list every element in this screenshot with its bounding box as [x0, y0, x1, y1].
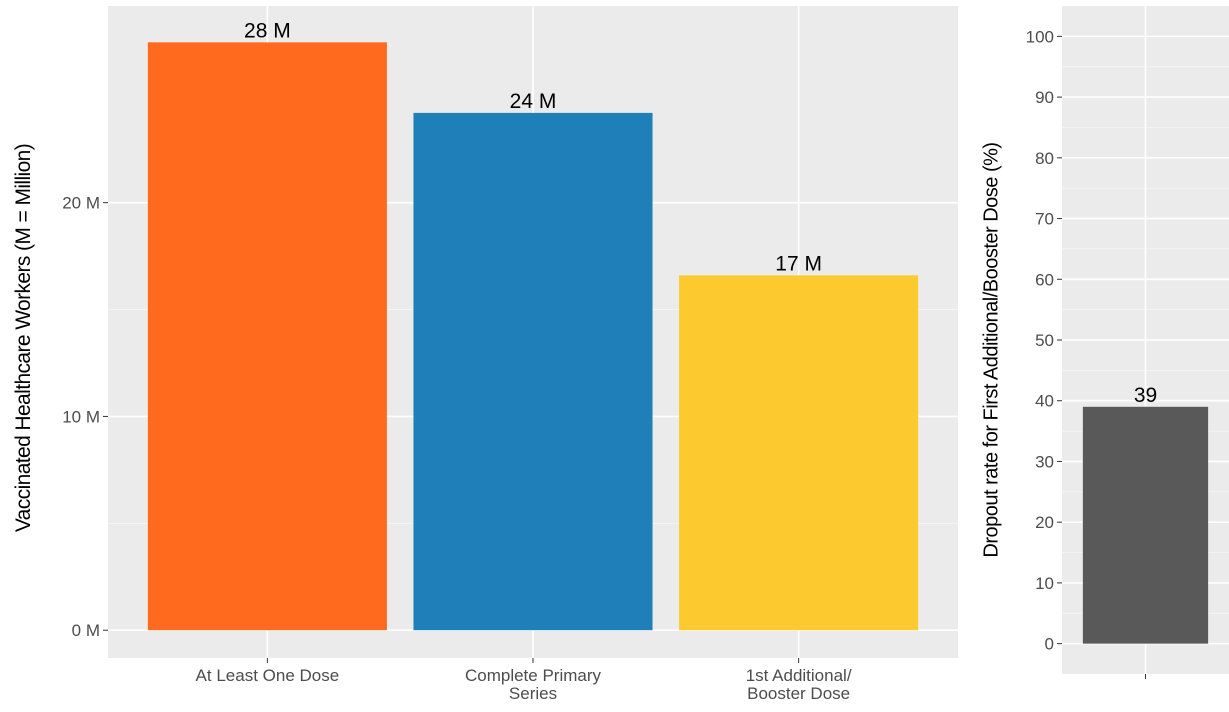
left-data-label: 24 M	[510, 90, 557, 113]
left-y-tick-label: 20 M	[62, 194, 100, 213]
right-data-label: 39	[1134, 384, 1157, 407]
right-y-tick-label: 80	[1035, 149, 1054, 168]
left-x-tick-label: Series	[509, 684, 557, 703]
right-y-tick-label: 0	[1045, 635, 1054, 654]
right-y-tick-label: 40	[1035, 392, 1054, 411]
right-y-tick-label: 70	[1035, 210, 1054, 229]
right-y-tick-label: 100	[1026, 27, 1054, 46]
right-y-tick-label: 10	[1035, 574, 1054, 593]
right-y-tick-label: 50	[1035, 331, 1054, 350]
left-y-tick-label: 10 M	[62, 407, 100, 426]
left-x-tick-label: Complete Primary	[465, 666, 602, 685]
right-y-tick-label: 90	[1035, 88, 1054, 107]
left-y-tick-label: 0 M	[72, 621, 100, 640]
left-x-tick-label: Booster Dose	[747, 684, 850, 703]
right-y-tick-label: 30	[1035, 452, 1054, 471]
right-y-tick-label: 60	[1035, 270, 1054, 289]
left-x-tick-label: At Least One Dose	[196, 666, 340, 685]
left-bar	[148, 42, 387, 630]
right-y-axis-title: Dropout rate for First Additional/Booste…	[981, 142, 1004, 557]
left-x-tick-label: 1st Additional/	[746, 666, 852, 685]
right-y-tick-label: 20	[1035, 513, 1054, 532]
left-bar	[413, 113, 652, 630]
right-bar	[1083, 407, 1208, 644]
left-y-axis-title: Vaccinated Healthcare Workers (M = Milli…	[12, 144, 36, 532]
left-data-label: 28 M	[244, 19, 291, 42]
left-bar	[679, 275, 918, 630]
left-data-label: 17 M	[775, 252, 822, 275]
